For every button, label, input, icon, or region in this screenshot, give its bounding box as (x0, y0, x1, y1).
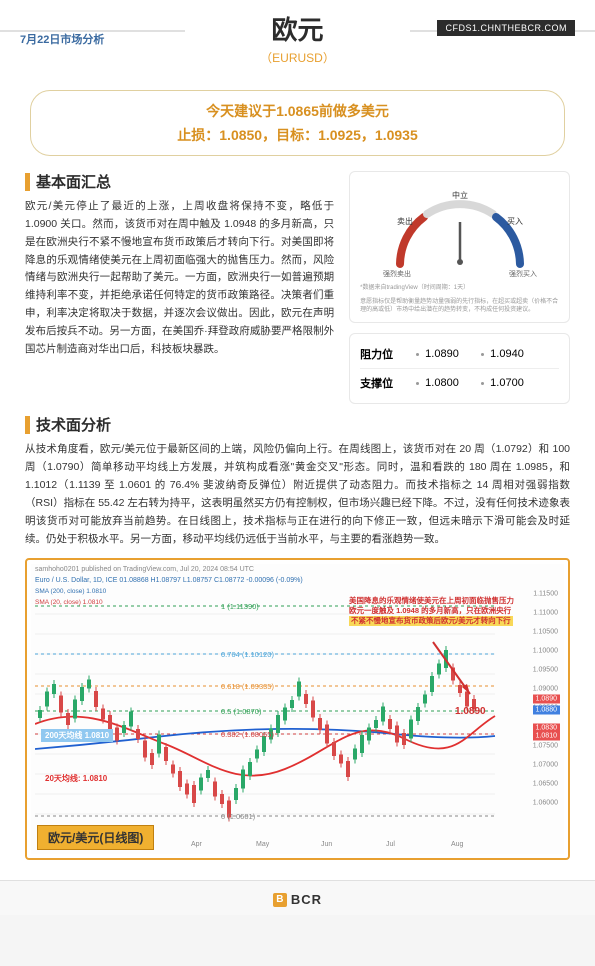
svg-text:强烈卖出: 强烈卖出 (383, 269, 411, 278)
footer: B BCR (0, 880, 595, 915)
sentiment-gauge: 中立 卖出 买入 强烈卖出 强烈买入 (375, 184, 545, 279)
fib-level-label: 0.5 (1.0870) (221, 707, 261, 716)
price-tag: 1.0810 (533, 732, 560, 741)
price-scale-label: 1.09000 (533, 686, 558, 693)
page-subtitle: （EURUSD） (0, 49, 595, 66)
right-column: 中立 卖出 买入 强烈卖出 强烈买入 *数据来自tradingView（时间周期… (349, 171, 570, 404)
annot-red-1: 美国降息的乐观情绪使美元在上周初面临抛售压力 (349, 596, 514, 606)
resistance-row: 阻力位 1.0890 1.0940 (360, 342, 559, 366)
support-val-2: 1.0700 (490, 377, 540, 389)
level-separator (360, 368, 559, 369)
fundamental-title: 基本面汇总 (25, 171, 334, 192)
footer-logo: B BCR (273, 892, 322, 907)
fib-level-label: 0.382 (1.08065) (221, 730, 274, 739)
recommendation-box: 今天建议于1.0865前做多美元 止损：1.0850，目标：1.0925，1.0… (30, 90, 565, 156)
fundamental-section: 基本面汇总 欧元/美元停止了最近的上涨，上周收盘将保持不变，略低于 1.0900… (25, 171, 334, 404)
sentiment-gauge-card: 中立 卖出 买入 强烈卖出 强烈买入 *数据来自tradingView（时间周期… (349, 171, 570, 323)
header-date: 7月22日市场分析 (20, 31, 104, 47)
price-tag: 1.0890 (533, 695, 560, 704)
price-scale-label: 1.06500 (533, 781, 558, 788)
price-scale-label: 1.11000 (533, 610, 558, 617)
chart-pair: Euro / U.S. Dollar, 1D, ICE 01.08868 H1.… (31, 575, 564, 586)
month-label: Aug (451, 841, 463, 848)
chart-annotation-red: 美国降息的乐观情绪使美元在上周初面临抛售压力 欧元一度触及 1.0948 的多月… (349, 596, 514, 625)
fib-level-label: 0 (1.0601) (221, 812, 255, 821)
price-scale-label: 1.07000 (533, 762, 558, 769)
technical-title: 技术面分析 (25, 414, 570, 435)
fundamental-body: 欧元/美元停止了最近的上涨，上周收盘将保持不变，略低于 1.0900 关口。然而… (25, 198, 334, 359)
technical-title-text: 技术面分析 (36, 414, 111, 435)
support-label: 支撑位 (360, 375, 410, 391)
svg-text:卖出: 卖出 (397, 216, 413, 226)
month-label: Jul (386, 841, 395, 848)
support-val-1: 1.0800 (425, 377, 475, 389)
dot-icon (481, 382, 484, 385)
chart-caption: 欧元/美元(日线图) (37, 825, 154, 850)
resistance-label: 阻力位 (360, 346, 410, 362)
gauge-note-2: 意愿指标仅是帮助衡量趋势动量强弱的先行指标，在超买或超卖（价格不合理的高或低）市… (360, 299, 559, 315)
technical-section: 技术面分析 从技术角度看，欧元/美元位于最新区间的上端，风险仍偏向上行。在周线图… (25, 414, 570, 548)
annot-red-2: 欧元一度触及 1.0948 的多月新高，只在欧洲央行 (349, 606, 514, 616)
header-url: CFDS1.CHNTHEBCR.COM (437, 20, 575, 36)
logo-text: BCR (291, 892, 322, 907)
support-row: 支撑位 1.0800 1.0700 (360, 371, 559, 395)
resistance-val-1: 1.0890 (425, 348, 475, 360)
levels-card: 阻力位 1.0890 1.0940 支撑位 1.0800 1.0700 (349, 333, 570, 404)
svg-text:中立: 中立 (452, 190, 468, 200)
month-label: Apr (191, 841, 202, 848)
fib-level-label: 0.618 (1.09335) (221, 682, 274, 691)
price-tag: 1.0880 (533, 706, 560, 715)
svg-text:1.0890: 1.0890 (455, 706, 486, 717)
price-chart: 1.0890 (35, 594, 527, 832)
dot-icon (416, 382, 419, 385)
chart-inner: samhoho0201 published on TradingView.com… (31, 564, 564, 854)
price-scale-label: 1.09500 (533, 667, 558, 674)
page: 欧元 （EURUSD） 7月22日市场分析 CFDS1.CHNTHEBCR.CO… (0, 0, 595, 915)
dot-icon (481, 353, 484, 356)
resistance-val-2: 1.0940 (490, 348, 540, 360)
fib-level-label: 1 (1.11390) (221, 602, 259, 611)
price-scale-label: 1.10500 (533, 629, 558, 636)
dot-icon (416, 353, 419, 356)
title-bar-icon (25, 173, 30, 191)
content-row: 基本面汇总 欧元/美元停止了最近的上涨，上周收盘将保持不变，略低于 1.0900… (25, 171, 570, 404)
logo-icon: B (273, 893, 287, 907)
chart-source: samhoho0201 published on TradingView.com… (31, 564, 564, 575)
price-scale-label: 1.07500 (533, 743, 558, 750)
svg-text:强烈买入: 强烈买入 (509, 269, 537, 278)
price-scale-label: 1.10000 (533, 648, 558, 655)
annot-red-3: 不紧不慢地宣布货币政策后欧元/美元才转向下行 (349, 616, 513, 626)
fib-level-label: 0.764 (1.10120) (221, 650, 274, 659)
gauge-note-1: *数据来自tradingView（时间周期：1天） (360, 285, 559, 293)
svg-text:买入: 买入 (507, 217, 523, 226)
month-label: May (256, 841, 269, 848)
price-scale-label: 1.06000 (533, 800, 558, 807)
month-label: Jun (321, 841, 332, 848)
technical-body: 从技术角度看，欧元/美元位于最新区间的上端，风险仍偏向上行。在周线图上，该货币对… (25, 441, 570, 548)
recommendation-line1: 今天建议于1.0865前做多美元 (51, 101, 544, 121)
ma20-tag: 20天均线: 1.0810 (41, 772, 111, 785)
title-bar-icon (25, 416, 30, 434)
recommendation-line2: 止损：1.0850，目标：1.0925，1.0935 (51, 125, 544, 145)
header: 欧元 （EURUSD） 7月22日市场分析 CFDS1.CHNTHEBCR.CO… (0, 0, 595, 70)
ma200-tag: 200天均线 1.0810 (41, 729, 113, 742)
fundamental-title-text: 基本面汇总 (36, 171, 111, 192)
price-scale-label: 1.11500 (533, 591, 558, 598)
chart-container: samhoho0201 published on TradingView.com… (25, 558, 570, 860)
